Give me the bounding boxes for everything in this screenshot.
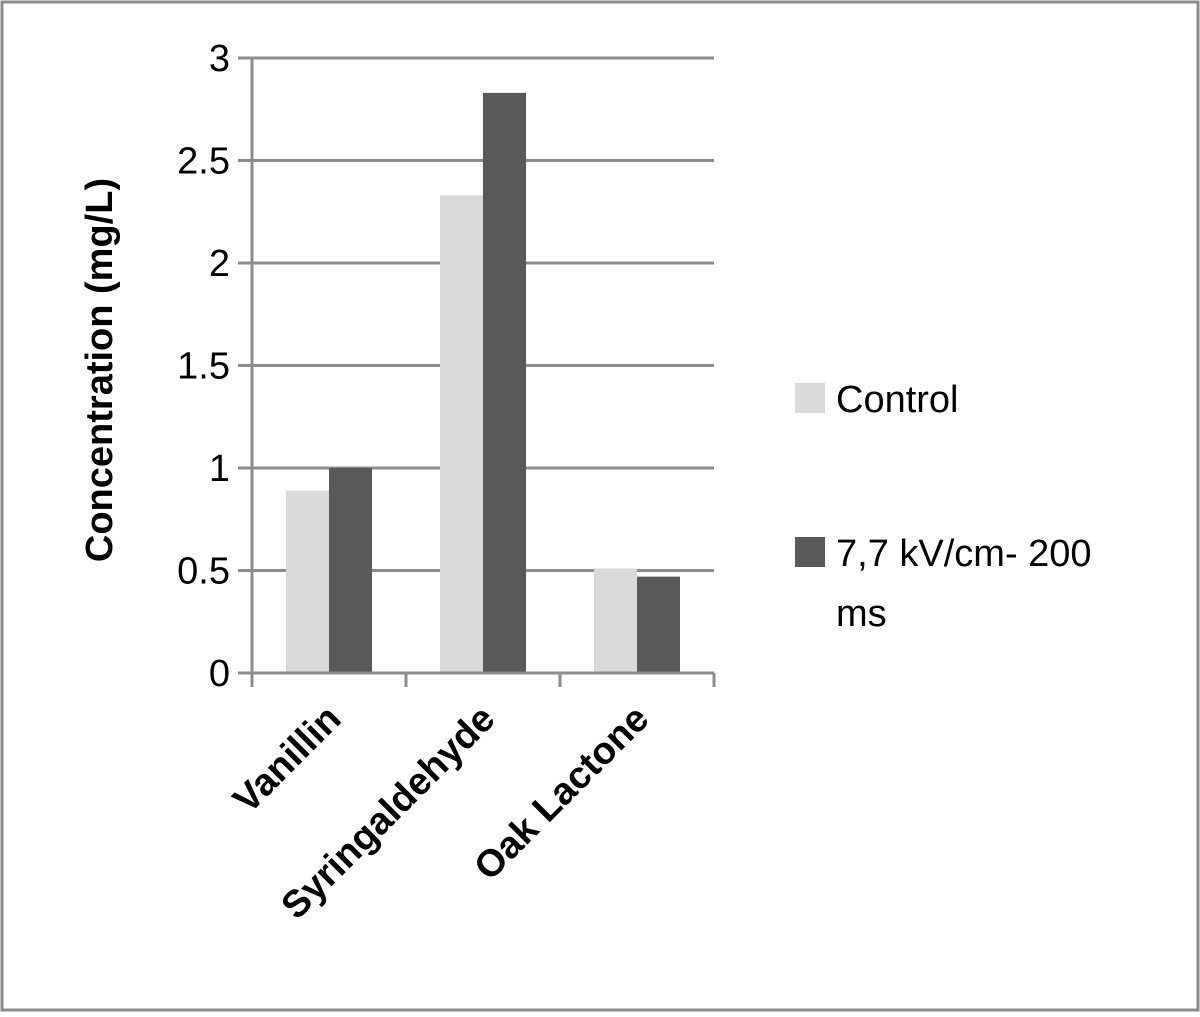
bar-pef-vanillin [329, 468, 372, 673]
y-tick-label: 0.5 [177, 551, 230, 593]
y-tick-label: 1 [209, 448, 230, 490]
y-axis-label: Concentration (mg/L) [79, 178, 121, 562]
legend-swatch-pef [795, 537, 825, 567]
y-tick-labels: 0 0.5 1 1.5 2 2.5 3 [177, 38, 230, 695]
y-tick-label: 2.5 [177, 141, 230, 183]
bar-pef-oak-lactone [637, 576, 680, 673]
legend-label-pef-line2: ms [836, 593, 887, 635]
axes [238, 56, 716, 687]
bar-pef-syringaldehyde [483, 92, 526, 674]
legend: Control 7,7 kV/cm- 200 ms [795, 379, 1092, 635]
bars [286, 92, 680, 674]
y-tick-label: 2 [209, 243, 230, 285]
bar-control-vanillin [286, 490, 329, 673]
bar-control-oak-lactone [594, 568, 637, 673]
y-tick-label: 3 [209, 38, 230, 80]
y-tick-label: 0 [209, 653, 230, 695]
y-tick-label: 1.5 [177, 346, 230, 388]
legend-label-control: Control [836, 379, 959, 421]
legend-swatch-control [795, 383, 825, 413]
bar-control-syringaldehyde [440, 195, 483, 673]
legend-label-pef-line1: 7,7 kV/cm- 200 [836, 533, 1092, 575]
